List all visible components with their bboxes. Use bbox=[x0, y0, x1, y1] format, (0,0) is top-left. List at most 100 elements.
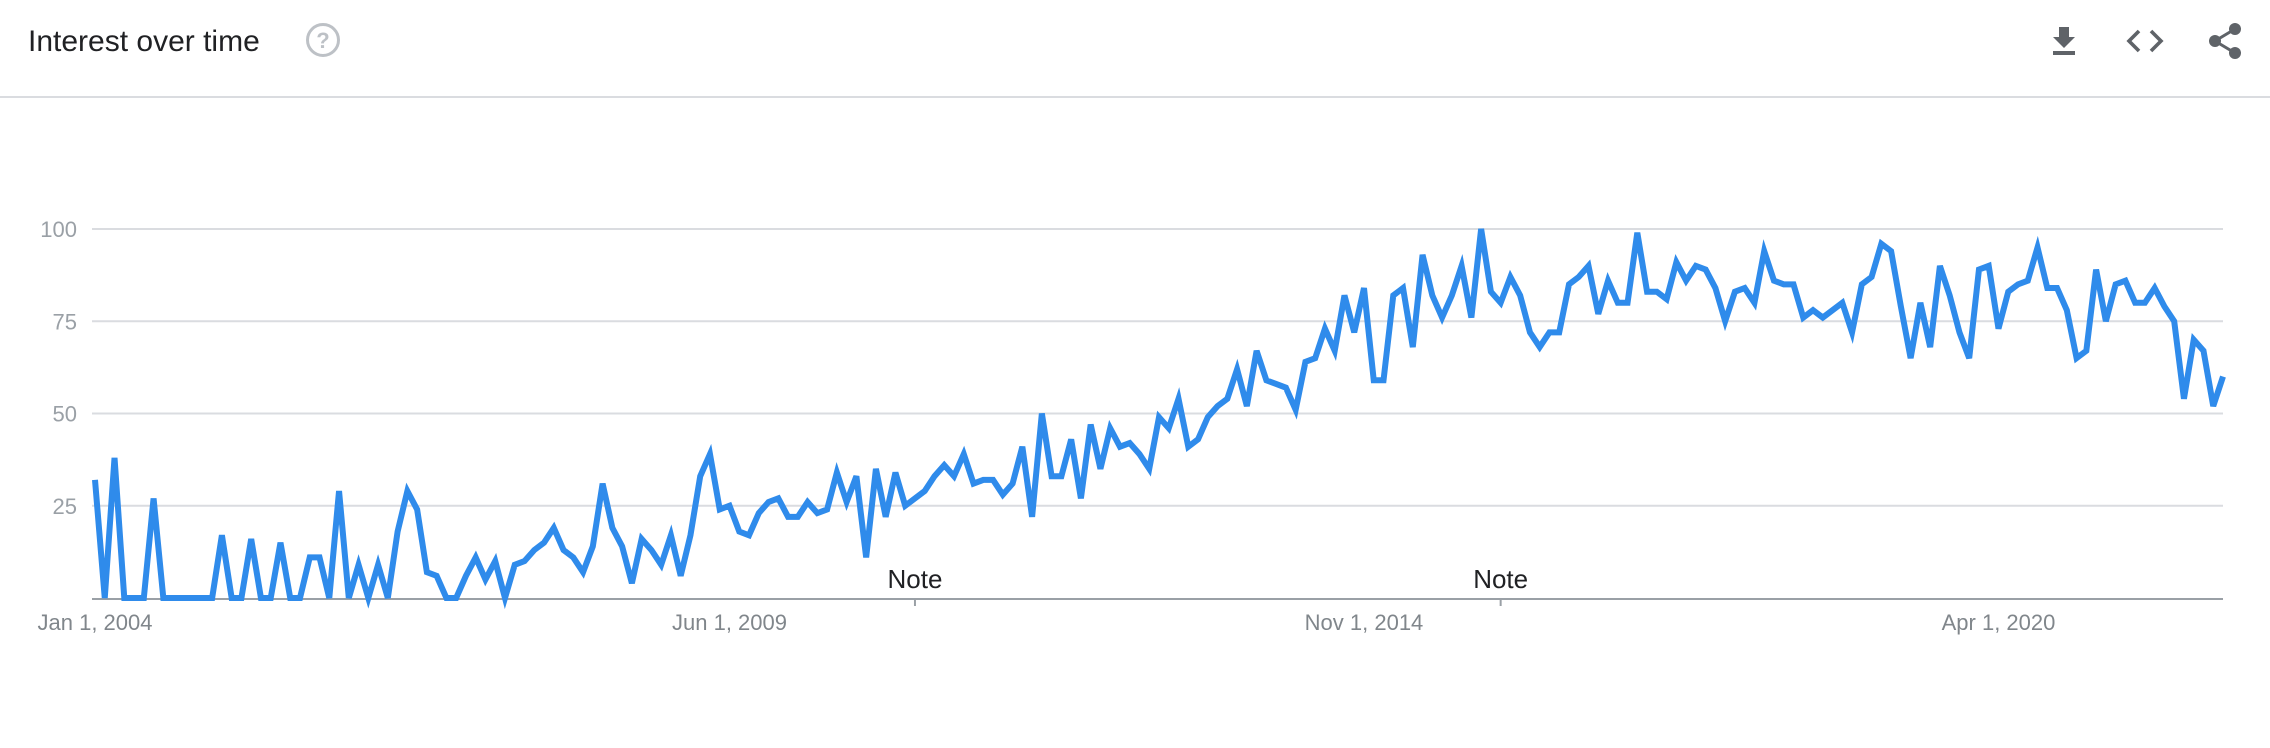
data-point bbox=[1449, 292, 1455, 298]
data-point bbox=[1498, 300, 1504, 306]
data-point bbox=[1820, 315, 1826, 321]
data-point bbox=[2220, 374, 2226, 380]
data-point bbox=[2210, 403, 2216, 409]
data-point bbox=[2171, 318, 2177, 324]
data-point bbox=[892, 470, 898, 476]
data-point bbox=[307, 554, 313, 560]
data-point bbox=[1839, 300, 1845, 306]
data-point bbox=[590, 543, 596, 549]
data-point bbox=[160, 595, 166, 601]
data-point bbox=[1254, 348, 1260, 354]
data-point bbox=[1761, 248, 1767, 254]
data-point bbox=[1927, 344, 1933, 350]
data-point bbox=[1478, 226, 1484, 232]
y-tick-label: 25 bbox=[53, 494, 77, 519]
data-point bbox=[1849, 329, 1855, 335]
data-point bbox=[1146, 466, 1152, 472]
data-point bbox=[1995, 326, 2001, 332]
data-point bbox=[492, 558, 498, 564]
data-point bbox=[1078, 495, 1084, 501]
data-point bbox=[1703, 267, 1709, 273]
data-point bbox=[229, 595, 235, 601]
series-line bbox=[92, 228, 2226, 610]
data-point bbox=[1293, 407, 1299, 413]
data-point bbox=[1049, 473, 1055, 479]
data-point bbox=[1664, 296, 1670, 302]
data-point bbox=[541, 540, 547, 546]
data-point bbox=[1898, 303, 1904, 309]
data-point bbox=[1986, 263, 1992, 269]
data-point bbox=[287, 595, 293, 601]
x-tick-label: Jun 1, 2009 bbox=[672, 610, 787, 635]
data-point bbox=[1410, 344, 1416, 350]
data-point bbox=[2005, 289, 2011, 295]
y-tick-label: 75 bbox=[53, 309, 77, 334]
data-point bbox=[873, 466, 879, 472]
data-point bbox=[2093, 267, 2099, 273]
data-point bbox=[697, 473, 703, 479]
data-point bbox=[2044, 285, 2050, 291]
note-label[interactable]: Note bbox=[888, 564, 943, 594]
data-point bbox=[951, 473, 957, 479]
data-point bbox=[1332, 348, 1338, 354]
data-point bbox=[2113, 281, 2119, 287]
data-point bbox=[346, 595, 352, 601]
data-point bbox=[1566, 281, 1572, 287]
data-point bbox=[1185, 444, 1191, 450]
data-point bbox=[1371, 377, 1377, 383]
data-point bbox=[199, 595, 205, 601]
data-point bbox=[2054, 285, 2060, 291]
share-icon[interactable] bbox=[2205, 21, 2245, 61]
data-point bbox=[151, 495, 157, 501]
data-point bbox=[1722, 318, 1728, 324]
data-point bbox=[1546, 329, 1552, 335]
data-point bbox=[404, 488, 410, 494]
data-point bbox=[1039, 411, 1045, 417]
data-point bbox=[2191, 337, 2197, 343]
data-point bbox=[824, 506, 830, 512]
data-point bbox=[141, 595, 147, 601]
data-point bbox=[1888, 248, 1894, 254]
note-label[interactable]: Note bbox=[1473, 564, 1528, 594]
data-point bbox=[1908, 355, 1914, 361]
data-point bbox=[1625, 300, 1631, 306]
data-point bbox=[443, 595, 449, 601]
embed-code-icon[interactable] bbox=[2125, 21, 2165, 61]
data-point bbox=[756, 510, 762, 516]
data-point bbox=[834, 470, 840, 476]
data-point bbox=[1156, 414, 1162, 420]
data-point bbox=[1176, 396, 1182, 402]
download-icon[interactable] bbox=[2044, 21, 2084, 61]
data-point bbox=[170, 595, 176, 601]
data-point bbox=[531, 547, 537, 553]
data-point bbox=[619, 543, 625, 549]
data-point bbox=[853, 473, 859, 479]
data-point bbox=[2074, 355, 2080, 361]
data-point bbox=[687, 532, 693, 538]
y-axis-ticks: 25 50 75 100 bbox=[40, 217, 77, 519]
data-point bbox=[941, 462, 947, 468]
data-point bbox=[1966, 355, 1972, 361]
data-point bbox=[1683, 278, 1689, 284]
data-point bbox=[1195, 436, 1201, 442]
data-point bbox=[883, 514, 889, 520]
data-point bbox=[658, 562, 664, 568]
data-point bbox=[1937, 263, 1943, 269]
data-point bbox=[1351, 329, 1357, 335]
data-point bbox=[1205, 414, 1211, 420]
data-point bbox=[1800, 315, 1806, 321]
data-point bbox=[1341, 292, 1347, 298]
help-circle-icon[interactable]: ? bbox=[305, 22, 341, 58]
data-point bbox=[707, 451, 713, 457]
data-point bbox=[1088, 422, 1094, 428]
data-point bbox=[2103, 318, 2109, 324]
data-point bbox=[1732, 289, 1738, 295]
data-point bbox=[1586, 263, 1592, 269]
data-point bbox=[639, 536, 645, 542]
data-point bbox=[473, 554, 479, 560]
data-point bbox=[414, 506, 420, 512]
data-point bbox=[1712, 285, 1718, 291]
data-point bbox=[795, 514, 801, 520]
data-point bbox=[1615, 300, 1621, 306]
data-point bbox=[766, 499, 772, 505]
